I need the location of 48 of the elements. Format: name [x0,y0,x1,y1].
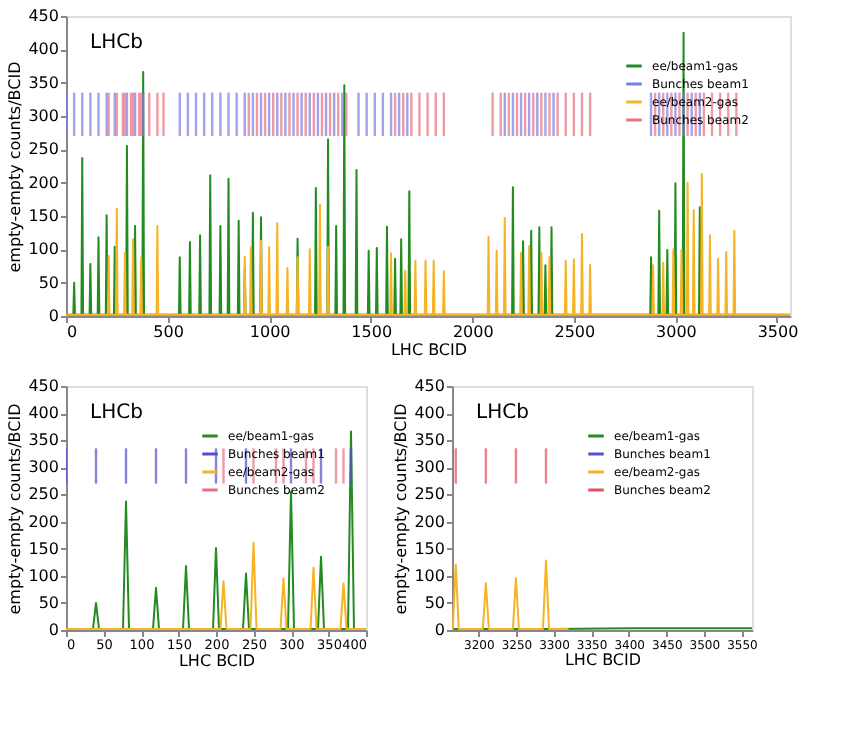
y-tick-label: 300 [28,458,59,477]
x-axis-title: LHC BCID [564,651,642,669]
x-tick-label: 1500 [351,323,393,341]
x-tick-label: 3000 [656,323,697,341]
y-tick-label: 0 [48,307,59,325]
annotation: LHCb [476,402,529,424]
annotation: LHCb [90,32,143,54]
y-tick-label: 0 [434,621,445,639]
x-axis-title: LHC BCID [178,652,256,670]
x-tick-label: 3500 [757,323,799,341]
x-tick-label: 1000 [249,323,291,341]
y-tick-label: 400 [28,40,59,59]
y-axis-title: empty-empty counts/BCID [392,403,411,615]
y-tick-label: 200 [414,512,445,531]
y-tick-label: 0 [48,621,59,639]
y-axis-title: empty-empty counts/BCID [6,403,25,615]
y-tick-label: 450 [28,7,59,25]
annotation: LHCb [90,402,143,424]
y-tick-label: 200 [28,512,59,531]
y-axis-title: empty-empty counts/BCID [6,61,25,273]
y-tick-label: 400 [28,404,59,423]
x-tick-label: 2500 [554,323,596,341]
y-tick-label: 300 [414,458,445,477]
y-tick-label: 200 [28,173,59,192]
x-axis-title: LHC BCID [390,341,468,359]
y-tick-label: 450 [414,377,445,395]
y-tick-label: 350 [28,431,59,450]
y-tick-label: 450 [28,377,59,395]
y-tick-label: 150 [414,539,445,558]
y-tick-label: 250 [28,140,59,159]
y-tick-label: 400 [414,404,445,423]
y-tick-label: 150 [28,207,59,225]
y-tick-label: 50 [38,593,59,612]
y-tick-label: 50 [424,593,445,612]
line-series [452,559,570,630]
x-tick-label: 500 [153,323,184,341]
y-tick-label: 100 [414,566,445,585]
x-tick-label: 0 [67,323,78,341]
y-tick-label: 150 [28,539,59,558]
y-tick-label: 300 [28,107,59,125]
x-tick-label: 2000 [452,323,494,341]
y-tick-label: 250 [28,485,59,504]
y-tick-label: 250 [414,485,445,504]
y-tick-label: 350 [414,431,445,450]
y-tick-label: 100 [28,240,59,259]
y-tick-label: 50 [38,273,59,292]
y-tick-label: 100 [28,566,59,585]
y-tick-label: 350 [28,73,59,92]
